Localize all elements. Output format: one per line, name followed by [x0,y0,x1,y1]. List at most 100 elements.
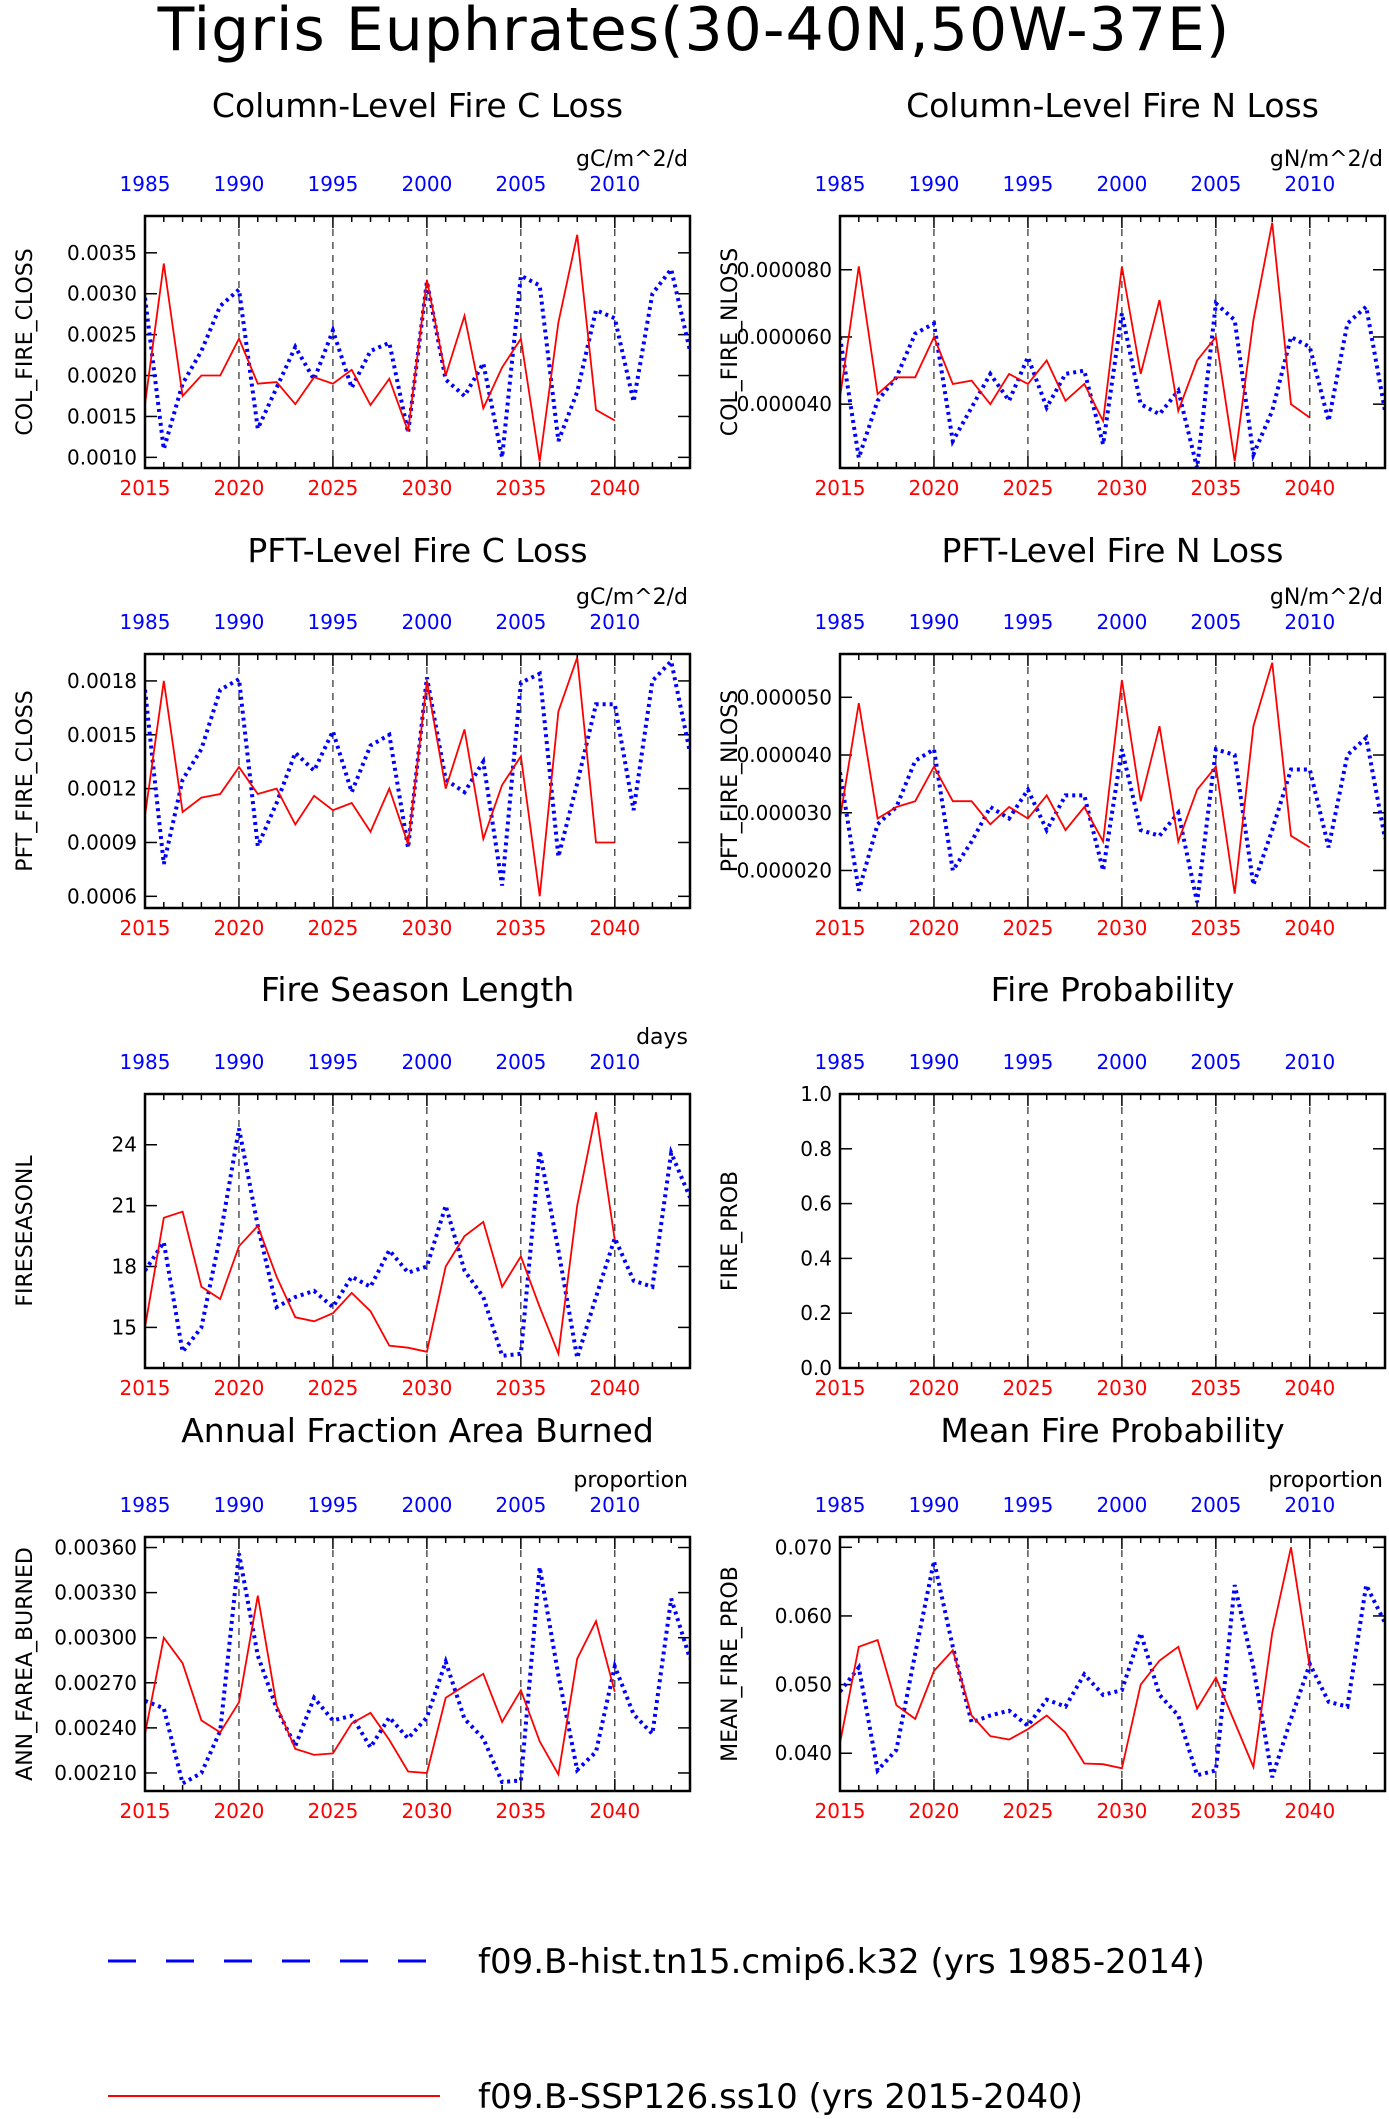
x-tick-label-top: 1995 [307,610,358,634]
x-tick-label-top: 2005 [495,172,546,196]
x-tick-label-bottom: 2025 [1002,476,1053,500]
series-line-hist [840,299,1385,468]
x-tick-label-top: 2005 [1190,1493,1241,1517]
x-tick-label-top: 2005 [1190,1050,1241,1074]
x-tick-label-top: 1985 [815,1493,866,1517]
legend-ssp-label: f09.B-SSP126.ss10 (yrs 2015-2040) [478,2077,1083,2117]
y-tick-label: 0.0015 [67,404,137,428]
x-tick-label-top: 2005 [1190,172,1241,196]
x-tick-label-bottom: 2040 [589,1376,640,1400]
y-tick-label: 0.0015 [67,723,137,747]
y-tick-label: 0.000020 [737,858,832,882]
units-label: gC/m^2/d [576,147,688,172]
x-tick-label-top: 1995 [1002,610,1053,634]
y-tick-label: 0.070 [775,1535,832,1559]
panel-title: Annual Fraction Area Burned [181,1411,654,1450]
x-tick-label-top: 2000 [401,172,452,196]
y-tick-label: 0.8 [800,1137,832,1161]
x-tick-label-bottom: 2015 [815,1376,866,1400]
panel-pft-level-fire-n-loss: PFT-Level Fire N Loss gN/m^2/d 2015 2020 202… [718,531,1387,940]
y-tick-label: 0.040 [775,1741,832,1765]
y-axis-label: COL_FIRE_NLOSS [718,248,743,436]
series-line-hist [145,1128,690,1359]
y-tick-label: 0.00270 [54,1671,137,1695]
x-tick-label-top: 1985 [120,610,171,634]
x-tick-label-bottom: 2020 [909,916,960,940]
x-tick-label-bottom: 2035 [495,1376,546,1400]
panel-title: Column-Level Fire C Loss [212,86,623,125]
x-tick-label-top: 1985 [120,1050,171,1074]
panel-annual-fraction-area-burned: Annual Fraction Area Burnedproportion201… [13,1411,692,1823]
x-tick-label-bottom: 2025 [307,1799,358,1823]
x-tick-label-bottom: 2015 [120,916,171,940]
y-tick-label: 0.000030 [737,801,832,825]
y-tick-label: 0.0035 [67,241,137,265]
plot-frame [143,1092,692,1370]
x-tick-label-bottom: 2020 [909,1376,960,1400]
x-tick-label-top: 1990 [909,1050,960,1074]
x-tick-label-top: 1985 [815,610,866,634]
x-tick-label-bottom: 2030 [1096,1376,1147,1400]
x-tick-label-bottom: 2035 [495,916,546,940]
x-tick-label-top: 2005 [495,1050,546,1074]
plot-frame [143,1535,692,1793]
y-tick-label: 0.0 [800,1356,832,1380]
panel-title: Mean Fire Probability [940,1411,1284,1450]
x-tick-label-top: 1990 [214,610,265,634]
series-line-ssp [840,662,1311,894]
x-tick-label-bottom: 2035 [1190,476,1241,500]
y-tick-label: 0.000080 [737,258,832,282]
x-tick-label-bottom: 2015 [120,1799,171,1823]
units-label: proportion [1268,1468,1383,1493]
panel-fire-season-length: Fire Season Length days 2015 2020 2025 2030 20… [13,970,692,1400]
x-tick-label-top: 1990 [909,1493,960,1517]
y-axis-label: PFT_FIRE_NLOSS [718,690,743,872]
series-line-ssp [840,1547,1311,1771]
panel-pft-level-fire-c-loss: PFT-Level Fire C Loss gC/m^2/d 2015 2020 202… [13,531,692,940]
x-tick-label-top: 1985 [120,172,171,196]
series-line-hist [145,657,690,886]
x-tick-label-top: 2010 [1284,1493,1335,1517]
y-tick-label: 0.00210 [54,1761,137,1785]
x-tick-label-bottom: 2040 [1284,476,1335,500]
x-tick-label-bottom: 2040 [1284,1376,1335,1400]
panel-title: Fire Season Length [261,970,574,1009]
x-tick-label-top: 1990 [909,610,960,634]
x-tick-label-bottom: 2020 [214,1376,265,1400]
x-tick-label-top: 1985 [815,1050,866,1074]
plot-frame [143,214,692,470]
panel-title: PFT-Level Fire N Loss [942,531,1284,570]
y-tick-label: 0.0010 [67,445,137,469]
x-tick-label-bottom: 2040 [589,1799,640,1823]
x-tick-label-bottom: 2030 [1096,476,1147,500]
x-tick-label-top: 2010 [1284,1050,1335,1074]
x-tick-label-bottom: 2025 [307,1376,358,1400]
y-axis-label: MEAN_FIRE_PROB [718,1566,743,1762]
plot-frame [143,652,692,910]
x-tick-label-top: 2010 [1284,172,1335,196]
panel-title: Fire Probability [991,970,1235,1009]
y-tick-label: 21 [112,1194,137,1218]
plot-frame [838,1535,1387,1793]
y-tick-label: 0.0012 [67,777,137,801]
x-tick-label-top: 2000 [401,610,452,634]
y-tick-label: 0.0020 [67,364,137,388]
panel-column-level-fire-c-loss: Column-Level Fire C Loss gC/m^2/d 2015 2020… [13,86,692,500]
x-tick-label-top: 2005 [495,1493,546,1517]
panel-title: PFT-Level Fire C Loss [247,531,587,570]
y-axis-label: ANN_FAREA_BURNED [13,1547,38,1781]
y-tick-label: 0.0018 [67,669,137,693]
x-tick-label-top: 1995 [1002,172,1053,196]
x-tick-label-top: 1990 [214,172,265,196]
x-tick-label-bottom: 2015 [815,916,866,940]
y-tick-label: 0.00240 [54,1716,137,1740]
x-tick-label-top: 1995 [307,172,358,196]
x-tick-label-top: 1995 [1002,1493,1053,1517]
panel-grid: Column-Level Fire C Loss gC/m^2/d 2015 2020… [13,86,1387,1823]
y-axis-label: COL_FIRE_CLOSS [13,248,38,435]
x-tick-label-top: 2000 [1096,172,1147,196]
x-tick-label-top: 2000 [1096,610,1147,634]
x-tick-label-bottom: 2035 [1190,916,1241,940]
x-tick-label-bottom: 2025 [307,476,358,500]
x-tick-label-bottom: 2030 [1096,1799,1147,1823]
